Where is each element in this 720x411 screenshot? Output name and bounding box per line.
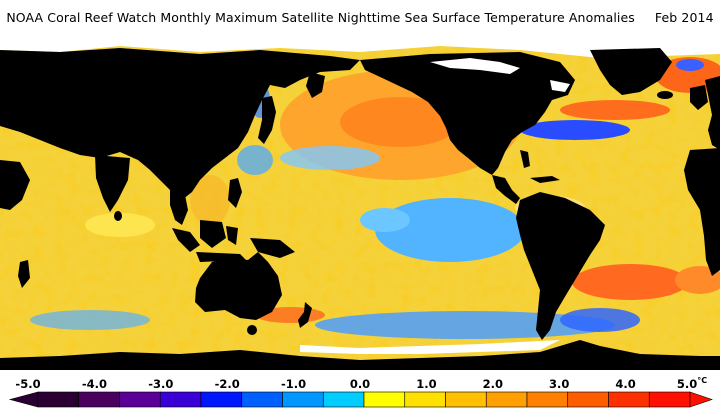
west-pacific-cool-band bbox=[280, 146, 380, 170]
central-america bbox=[492, 175, 520, 204]
colorbar-segment bbox=[648, 391, 691, 408]
antarctic-sea-ice bbox=[300, 340, 560, 354]
sea-ice bbox=[300, 58, 570, 354]
legend-colorbar bbox=[0, 390, 720, 409]
sumatra bbox=[172, 228, 200, 252]
indian-ocean-pale bbox=[85, 213, 155, 237]
philippines bbox=[228, 178, 242, 208]
florida bbox=[520, 150, 530, 168]
title-date: Feb 2014 bbox=[654, 10, 714, 25]
legend-tick-label: 2.0 bbox=[482, 377, 503, 391]
colorbar-segment bbox=[363, 391, 406, 408]
india bbox=[95, 155, 130, 212]
drake-passage-cool-anomaly bbox=[560, 308, 640, 332]
colorbar-segment bbox=[78, 391, 120, 408]
colorbar-segment bbox=[485, 391, 528, 408]
japan bbox=[258, 96, 276, 144]
south-indian-warm-anomaly bbox=[675, 266, 720, 294]
sri-lanka bbox=[114, 211, 122, 221]
caribbean-islands bbox=[530, 176, 560, 183]
europe-edge bbox=[705, 76, 720, 150]
legend-tick-label: 3.0 bbox=[549, 377, 570, 391]
legend-tick-label: 5.0°C bbox=[676, 376, 708, 391]
title-text: NOAA Coral Reef Watch Monthly Maximum Sa… bbox=[6, 10, 635, 25]
legend-tick-labels: -5.0 -4.0 -3.0 -2.0 -1.0 0.0 1.0 2.0 3.0 4.0 5.0°C bbox=[0, 376, 720, 391]
colorbar-segment bbox=[445, 391, 487, 408]
tasmania bbox=[247, 325, 257, 335]
north-america bbox=[360, 52, 575, 175]
south-atlantic-warm-anomaly bbox=[572, 264, 688, 300]
kamchatka bbox=[306, 72, 325, 98]
colorbar-segment bbox=[200, 391, 243, 408]
iceland bbox=[657, 91, 673, 99]
north-atlantic-cold-anomaly bbox=[520, 120, 630, 140]
legend-tick-label: 0.0 bbox=[349, 377, 371, 391]
world-map bbox=[0, 40, 720, 370]
south-america bbox=[516, 192, 605, 340]
colorbar-svg bbox=[8, 391, 713, 408]
new-guinea bbox=[250, 238, 295, 258]
australia bbox=[195, 252, 282, 320]
central-pacific-cool-anomaly bbox=[375, 198, 525, 262]
legend-tick-label: -3.0 bbox=[148, 377, 174, 391]
barents-sea-cold-spot bbox=[676, 59, 704, 71]
sst-anomaly-map bbox=[0, 40, 720, 370]
colorbar-segment bbox=[526, 391, 569, 408]
colorbar-segment bbox=[322, 391, 365, 408]
madagascar bbox=[18, 260, 30, 288]
southeast-asia bbox=[170, 190, 188, 225]
map-title: NOAA Coral Reef Watch Monthly Maximum Sa… bbox=[0, 10, 720, 25]
colorbar-min-arrow bbox=[8, 391, 39, 408]
legend-unit: °C bbox=[697, 376, 708, 385]
colorbar-segment bbox=[608, 391, 650, 408]
uk bbox=[690, 85, 708, 110]
sulawesi bbox=[226, 226, 238, 245]
legend-tick-label: -1.0 bbox=[281, 377, 307, 391]
labrador-ice bbox=[550, 80, 570, 92]
arctic-ice bbox=[0, 40, 720, 58]
africa bbox=[684, 148, 720, 276]
colorbar-segment bbox=[37, 391, 80, 408]
colorbar-segment bbox=[119, 391, 161, 408]
legend-tick-label: -2.0 bbox=[214, 377, 240, 391]
legend-tick-label: -5.0 bbox=[15, 377, 41, 391]
east-china-sea-cool bbox=[237, 145, 273, 175]
hudson-ice bbox=[430, 58, 520, 74]
north-atlantic-warm-anomaly bbox=[560, 100, 670, 120]
new-zealand bbox=[298, 302, 312, 328]
colorbar-segment bbox=[282, 391, 324, 408]
colorbar-segment bbox=[567, 391, 609, 408]
antarctica bbox=[0, 340, 720, 370]
eurasia bbox=[0, 48, 360, 200]
indian-ocean-south-cool-band bbox=[30, 310, 150, 330]
legend-tick-label: -4.0 bbox=[81, 377, 107, 391]
colorbar-max-arrow bbox=[689, 391, 713, 408]
north-pacific-warm-core bbox=[340, 97, 460, 147]
borneo bbox=[200, 220, 226, 248]
colorbar-segment bbox=[404, 391, 446, 408]
legend-tick-label: 4.0 bbox=[615, 377, 636, 391]
horn-of-africa bbox=[0, 160, 30, 210]
greenland bbox=[590, 48, 672, 95]
colorbar-segment bbox=[159, 391, 202, 408]
central-pacific-cool-west bbox=[360, 208, 410, 232]
legend-tick-label: 1.0 bbox=[416, 377, 437, 391]
south-china-sea-warm bbox=[190, 175, 230, 225]
land bbox=[0, 48, 720, 370]
colorbar-segment bbox=[241, 391, 283, 408]
